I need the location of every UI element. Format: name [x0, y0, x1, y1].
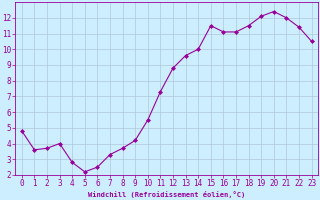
- X-axis label: Windchill (Refroidissement éolien,°C): Windchill (Refroidissement éolien,°C): [88, 191, 245, 198]
